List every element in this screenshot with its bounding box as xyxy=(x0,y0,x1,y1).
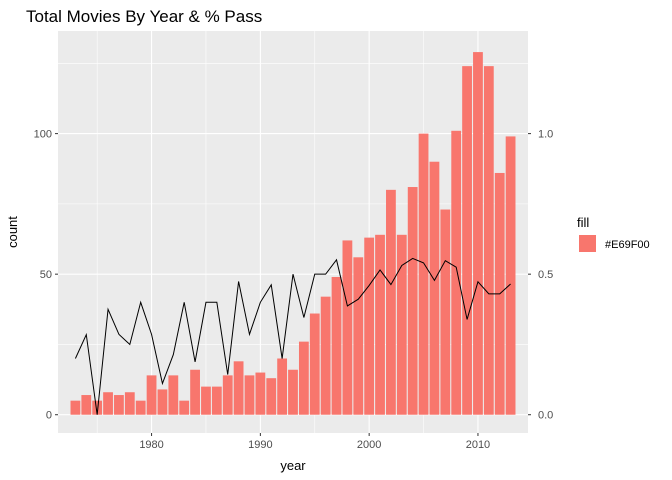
bar xyxy=(440,209,451,415)
pass-rate-line xyxy=(74,257,511,415)
x-axis-title: year xyxy=(280,458,306,473)
bar xyxy=(124,392,135,415)
bar xyxy=(135,400,146,415)
bar xyxy=(309,313,320,415)
bar xyxy=(396,234,407,415)
bar xyxy=(179,400,190,415)
bar xyxy=(342,240,353,415)
bar xyxy=(375,234,385,415)
bar xyxy=(222,375,233,415)
bar xyxy=(353,257,364,415)
chart-title: Total Movies By Year & % Pass xyxy=(26,7,262,26)
y-axis-title: count xyxy=(5,216,20,248)
bar xyxy=(70,400,81,415)
legend-label: #E69F00 xyxy=(605,239,650,251)
y2-tick-label: 1.0 xyxy=(538,129,553,141)
legend: fill #E69F00 xyxy=(577,215,650,252)
bar xyxy=(201,386,211,415)
bar xyxy=(483,66,494,415)
bar xyxy=(505,136,516,415)
bar xyxy=(418,133,429,415)
y-tick-label: 50 xyxy=(40,269,52,281)
bar xyxy=(92,400,103,415)
bar xyxy=(211,386,222,415)
legend-title: fill xyxy=(577,215,589,230)
y2-tick-label: 0.5 xyxy=(538,269,553,281)
bar xyxy=(233,361,244,415)
bar xyxy=(190,369,200,415)
bar xyxy=(255,372,266,415)
bar xyxy=(407,187,418,415)
bar xyxy=(429,161,440,415)
bar xyxy=(277,358,288,415)
bar xyxy=(331,276,342,415)
axis-ticks: 1980 1990 2000 2010 0 50 100 0.0 0.5 1.0 xyxy=(34,129,554,451)
bar xyxy=(386,189,396,415)
bar xyxy=(288,369,298,415)
bar xyxy=(364,237,375,415)
bar xyxy=(320,296,331,415)
bar xyxy=(244,375,255,415)
bar xyxy=(157,389,168,415)
bar xyxy=(114,395,124,415)
bar xyxy=(298,341,309,415)
bar xyxy=(266,378,277,415)
x-tick-label: 2010 xyxy=(466,439,490,451)
bar xyxy=(473,52,483,415)
x-tick-label: 2000 xyxy=(357,439,381,451)
bar xyxy=(103,392,113,415)
y2-tick-label: 0.0 xyxy=(538,410,553,422)
x-tick-label: 1980 xyxy=(139,439,163,451)
bar xyxy=(146,375,157,415)
y-tick-label: 0 xyxy=(46,410,52,422)
bar xyxy=(451,130,462,415)
bar xyxy=(462,66,472,415)
x-tick-label: 1990 xyxy=(248,439,272,451)
bar xyxy=(81,395,92,415)
bar xyxy=(168,375,179,415)
legend-swatch xyxy=(579,235,596,252)
y-tick-label: 100 xyxy=(34,129,52,141)
